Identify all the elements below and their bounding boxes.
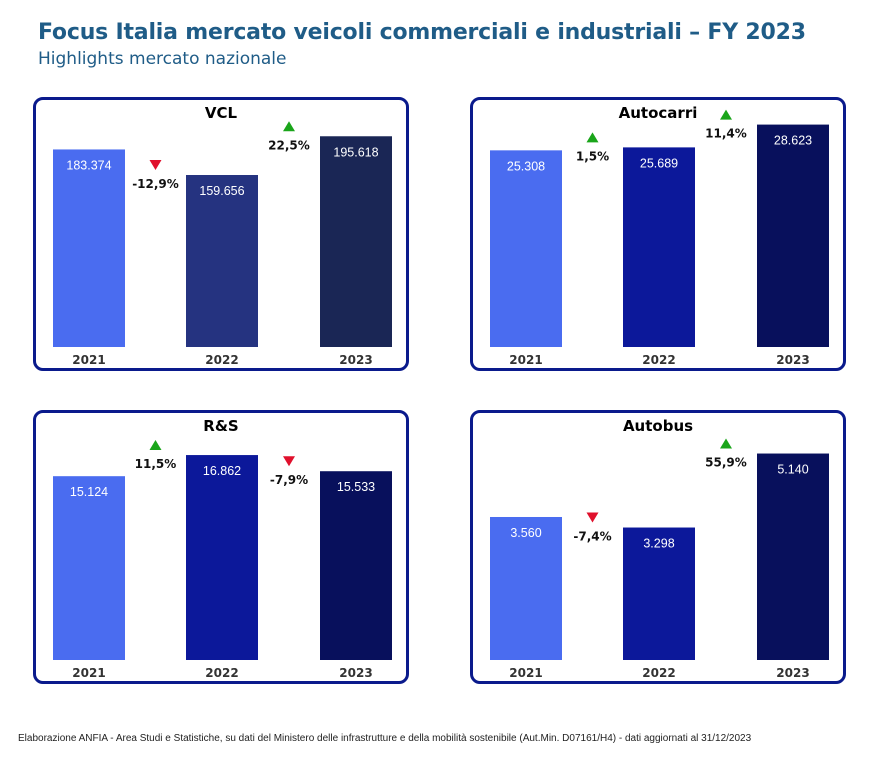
arrow-down-icon [586, 512, 599, 523]
arrow-up-icon [283, 121, 295, 132]
page-subtitle: Highlights mercato nazionale [38, 49, 287, 69]
x-tick-label: 2021 [509, 666, 542, 680]
x-tick-label: 2022 [205, 666, 238, 680]
bar-2023 [757, 453, 829, 660]
chart-title: Autobus [622, 417, 694, 435]
x-tick-label: 2023 [776, 353, 809, 367]
bar-2023 [320, 471, 392, 660]
bar-2022 [623, 147, 695, 347]
chart-title: VCL [204, 104, 238, 122]
x-tick-label: 2021 [72, 353, 105, 367]
bar-value-label: 15.124 [70, 485, 108, 499]
x-tick-label: 2021 [72, 666, 105, 680]
bar-2021 [53, 476, 125, 660]
bar-value-label: 3.560 [510, 526, 541, 540]
bar-2022 [186, 175, 258, 347]
arrow-down-icon [283, 456, 295, 467]
bar-value-label: 28.623 [774, 134, 812, 148]
bar-value-label: 16.862 [203, 464, 241, 478]
change-label: 1,5% [576, 149, 609, 163]
chart-panel-autobus: Autobus 3.560 2021 3.298 2022 5.140 2023 -7,4%… [470, 410, 846, 684]
bar-value-label: 195.618 [333, 145, 378, 159]
change-label: -12,9% [132, 177, 179, 191]
chart-plot: 183.374 2021 159.656 2022 195.618 2023 -12,9% 2… [53, 121, 392, 367]
chart-plot: 15.124 2021 16.862 2022 15.533 2023 11,5% -7,9% [53, 440, 392, 680]
arrow-up-icon [149, 440, 162, 451]
source-note: Elaborazione ANFIA - Area Studi e Statis… [18, 733, 752, 744]
chart-plot: 25.308 2021 25.689 2022 28.623 2023 1,5% 11,4% [490, 109, 829, 367]
chart-panel-vcl: VCL 183.374 2021 159.656 2022 195.618 2023 -12… [33, 97, 409, 371]
chart-plot: 3.560 2021 3.298 2022 5.140 2023 -7,4% 55,9% [490, 438, 829, 680]
x-tick-label: 2022 [205, 353, 238, 367]
chart-panel-autocarri: Autocarri 25.308 2021 25.689 2022 28.623 2023… [470, 97, 846, 371]
x-tick-label: 2022 [642, 353, 675, 367]
x-tick-label: 2021 [509, 353, 542, 367]
bar-value-label: 15.533 [337, 480, 375, 494]
arrow-down-icon [149, 160, 162, 171]
arrow-up-icon [720, 109, 732, 120]
bar-2022 [186, 455, 258, 660]
chart-panel-rs: R&S 15.124 2021 16.862 2022 15.533 2023 11,5% -… [33, 410, 409, 684]
bar-value-label: 3.298 [643, 537, 674, 551]
change-label: 22,5% [268, 138, 310, 152]
bar-2021 [490, 150, 562, 347]
bar-2021 [53, 149, 125, 347]
change-label: 11,4% [705, 127, 747, 141]
x-tick-label: 2023 [339, 353, 372, 367]
bar-value-label: 183.374 [66, 158, 111, 172]
bar-2023 [757, 124, 829, 348]
bar-value-label: 159.656 [199, 184, 244, 198]
page-title: Focus Italia mercato veicoli commerciali… [38, 20, 806, 45]
bar-2023 [320, 136, 392, 347]
arrow-up-icon [586, 132, 599, 143]
change-label: -7,9% [270, 473, 308, 487]
arrow-up-icon [720, 438, 732, 449]
x-tick-label: 2022 [642, 666, 675, 680]
change-label: 11,5% [135, 457, 177, 471]
bar-value-label: 25.308 [507, 159, 545, 173]
bar-2021 [490, 516, 562, 660]
chart-title: R&S [203, 417, 239, 435]
bar-2022 [623, 527, 695, 660]
x-tick-label: 2023 [339, 666, 372, 680]
change-label: -7,4% [573, 530, 611, 544]
change-label: 55,9% [705, 456, 747, 470]
bar-value-label: 25.689 [640, 156, 678, 170]
bar-value-label: 5.140 [777, 463, 808, 477]
x-tick-label: 2023 [776, 666, 809, 680]
chart-title: Autocarri [618, 104, 698, 122]
